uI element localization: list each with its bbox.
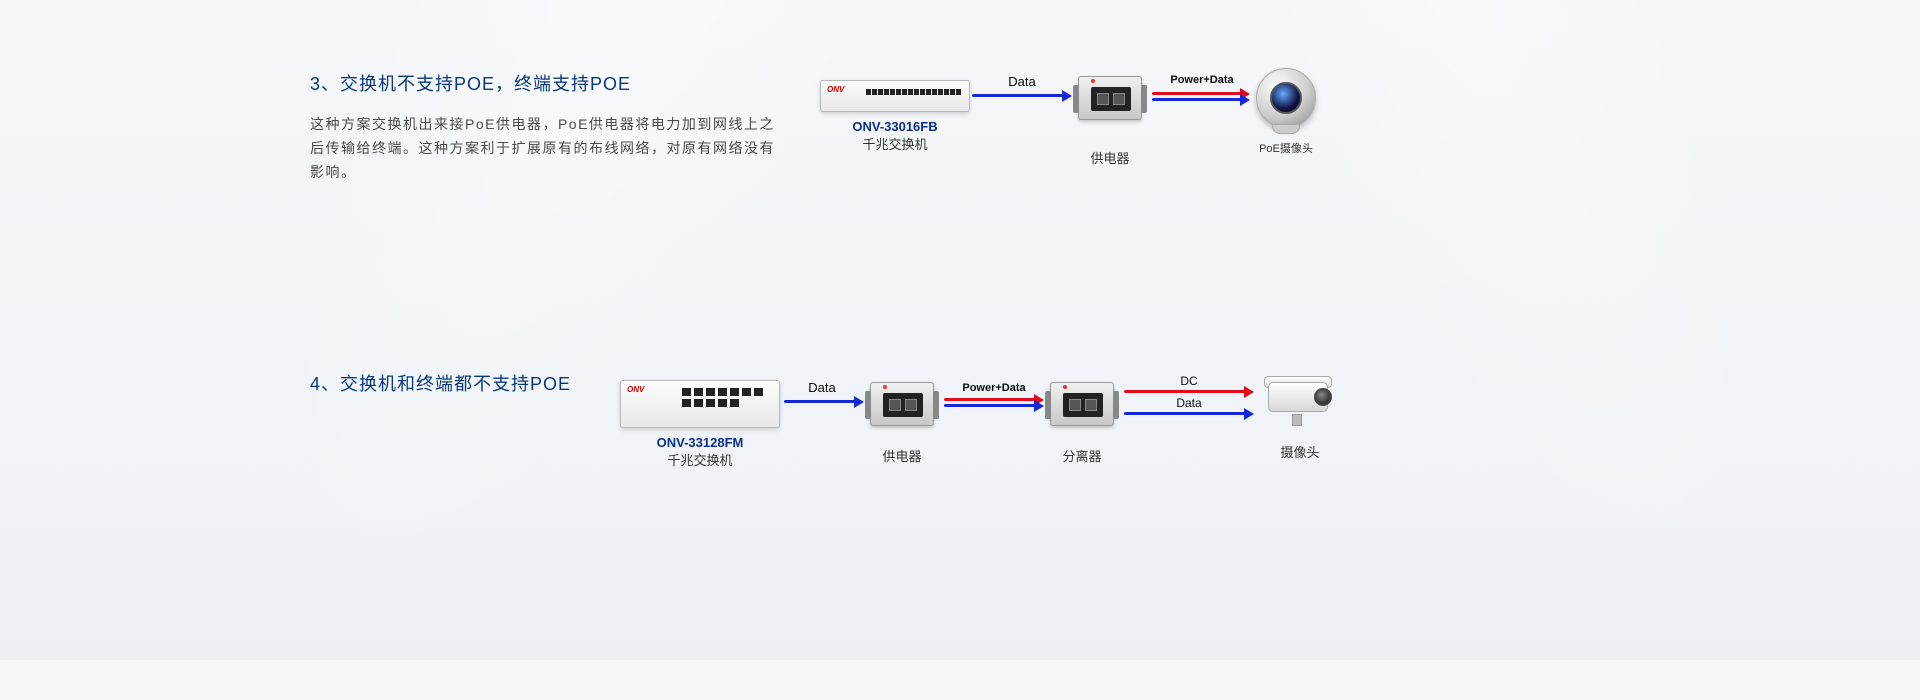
conn-4-2-label: Power+Data — [962, 382, 1025, 394]
bullet-camera-icon — [1260, 376, 1340, 426]
injector-4-label: 供电器 — [870, 448, 934, 466]
onv-logo-icon: ONV — [827, 85, 844, 94]
switch-ports-icon — [681, 387, 771, 408]
line-red-icon — [1152, 92, 1242, 95]
switch-ports-icon — [866, 89, 961, 95]
injector-3-label: 供电器 — [1078, 150, 1142, 168]
conn-3-1-label: Data — [1008, 74, 1035, 89]
switch-4-type: 千兆交换机 — [620, 452, 780, 470]
line-blue-icon — [1152, 98, 1242, 101]
device-injector-3: 供电器 — [1078, 76, 1142, 168]
switch-3-type: 千兆交换机 — [820, 136, 970, 154]
camera-3-label: PoE摄像头 — [1256, 140, 1316, 158]
arrowhead-icon — [1062, 90, 1072, 102]
device-splitter-4: 分离器 — [1050, 382, 1114, 466]
injector-icon — [1078, 76, 1142, 120]
switch-icon: ONV — [820, 80, 970, 112]
switch-3-label: ONV-33016FB 千兆交换机 — [820, 118, 970, 154]
section-4-heading: 4、交换机和终端都不支持POE — [310, 370, 571, 396]
section-3-description: 这种方案交换机出来接PoE供电器，PoE供电器将电力加到网线上之后传输给终端。这… — [310, 112, 790, 184]
arrowhead-icon — [1240, 94, 1250, 106]
conn-3-2-label: Power+Data — [1170, 74, 1233, 86]
led-icon — [1091, 79, 1095, 83]
conn-4-1-label: Data — [808, 380, 835, 395]
device-switch-4: ONV ONV-33128FM 千兆交换机 — [620, 380, 780, 470]
line-red-icon — [944, 398, 1036, 401]
led-icon — [1063, 385, 1067, 389]
camera-4-label: 摄像头 — [1260, 444, 1340, 462]
splitter-4-label: 分离器 — [1050, 448, 1114, 466]
conn-4-3-data-label: Data — [1176, 396, 1201, 410]
line-blue-icon — [972, 94, 1064, 97]
device-injector-4: 供电器 — [870, 382, 934, 466]
onv-logo-icon: ONV — [627, 385, 644, 394]
line-blue-icon — [784, 400, 856, 403]
splitter-icon — [1050, 382, 1114, 426]
splitter-face-icon — [1063, 393, 1103, 417]
arrowhead-icon — [1034, 400, 1044, 412]
line-blue-icon — [944, 404, 1036, 407]
device-camera-4: 摄像头 — [1260, 376, 1340, 462]
switch-icon: ONV — [620, 380, 780, 428]
switch-3-model: ONV-33016FB — [820, 118, 970, 136]
switch-4-model: ONV-33128FM — [620, 434, 780, 452]
led-icon — [883, 385, 887, 389]
injector-icon — [870, 382, 934, 426]
line-red-icon — [1124, 390, 1246, 393]
dome-camera-icon — [1256, 68, 1316, 128]
injector-face-icon — [1091, 87, 1131, 111]
switch-4-label: ONV-33128FM 千兆交换机 — [620, 434, 780, 470]
arrowhead-icon — [1244, 408, 1254, 420]
section-3-heading: 3、交换机不支持POE，终端支持POE — [310, 70, 631, 96]
arrowhead-icon — [854, 396, 864, 408]
injector-face-icon — [883, 393, 923, 417]
conn-4-3-dc-label: DC — [1180, 374, 1197, 388]
arrowhead-icon — [1244, 386, 1254, 398]
line-blue-icon — [1124, 412, 1246, 415]
device-camera-3: PoE摄像头 — [1256, 68, 1316, 158]
device-switch-3: ONV ONV-33016FB 千兆交换机 — [820, 80, 970, 154]
